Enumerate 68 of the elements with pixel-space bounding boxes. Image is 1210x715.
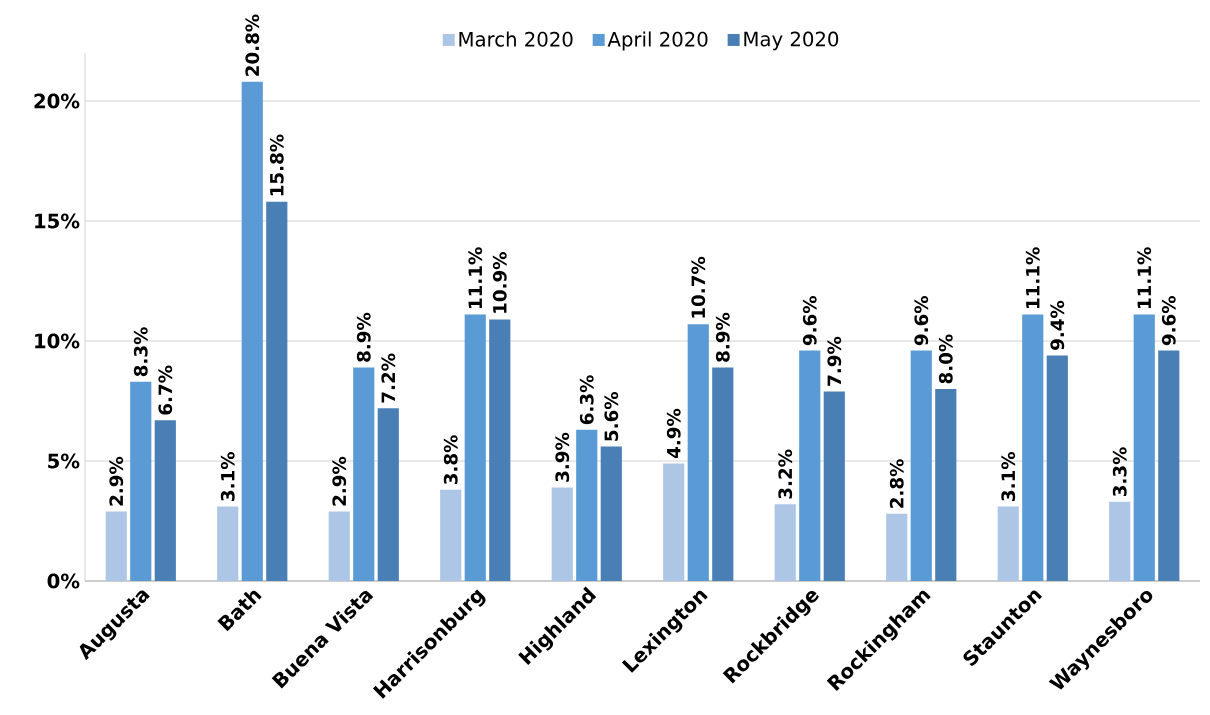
bar — [576, 429, 598, 581]
bar — [799, 350, 821, 581]
data-label: 3.1% — [1001, 451, 1016, 501]
bar — [266, 201, 288, 581]
bar — [328, 511, 350, 581]
bar — [353, 367, 375, 581]
data-label: 8.9% — [356, 312, 371, 362]
data-label: 9.6% — [1161, 295, 1176, 346]
bar — [712, 367, 734, 581]
data-label: 3.3% — [1112, 447, 1127, 497]
bar — [1133, 314, 1155, 581]
y-tick-label: 5% — [48, 453, 80, 469]
bar — [1022, 314, 1044, 581]
legend-label: March 2020 — [459, 31, 573, 47]
data-label: 8.0% — [938, 334, 953, 384]
data-label: 9.6% — [802, 295, 817, 346]
bar — [464, 314, 486, 581]
y-tick-label: 0% — [47, 573, 80, 589]
data-label: 10.7% — [691, 256, 706, 318]
data-label: 4.9% — [666, 408, 681, 459]
bar — [910, 350, 932, 581]
data-label: 2.9% — [332, 456, 347, 506]
data-label: 7.9% — [827, 336, 842, 386]
data-label: 15.8% — [269, 134, 284, 196]
bar — [1046, 355, 1068, 581]
legend-label: April 2020 — [607, 31, 708, 51]
bar — [241, 81, 263, 581]
data-label: 3.1% — [220, 451, 235, 501]
data-label: 3.2% — [778, 449, 793, 499]
bar — [600, 446, 622, 581]
bar — [130, 381, 152, 581]
y-tick-label: 15% — [35, 213, 80, 229]
bar — [997, 506, 1019, 581]
bar — [886, 513, 908, 581]
data-label: 3.9% — [555, 432, 570, 482]
data-label: 6.7% — [158, 365, 173, 415]
data-label: 3.8% — [443, 435, 458, 485]
bar — [1109, 501, 1131, 581]
data-label: 11.1% — [1137, 247, 1152, 309]
data-label: 2.9% — [109, 456, 124, 506]
bar — [687, 324, 709, 581]
data-label: 6.3% — [579, 375, 594, 425]
bar — [935, 388, 957, 581]
bar — [377, 408, 399, 581]
bar — [823, 391, 845, 581]
data-label: 10.9% — [492, 252, 507, 313]
y-tick-label: 20% — [34, 93, 80, 109]
bar — [440, 489, 462, 581]
bar — [217, 506, 239, 581]
data-label: 20.8% — [245, 14, 260, 76]
data-label: 8.3% — [133, 327, 148, 377]
legend-label: May 2020 — [744, 31, 839, 51]
bar — [774, 504, 796, 581]
bar — [1158, 350, 1180, 581]
data-label: 7.2% — [381, 353, 396, 403]
data-label: 2.8% — [889, 459, 904, 508]
bar — [663, 463, 685, 581]
bar — [489, 319, 511, 581]
data-label: 8.9% — [715, 312, 730, 362]
y-tick-label: 10% — [35, 333, 80, 349]
data-label: 9.6% — [914, 295, 929, 346]
data-label: 11.1% — [1025, 247, 1040, 309]
data-label: 5.6% — [604, 391, 619, 441]
bar — [154, 420, 176, 581]
bar — [551, 487, 573, 581]
data-label: 11.1% — [468, 247, 483, 309]
bar — [105, 511, 127, 581]
data-label: 9.4% — [1050, 300, 1065, 350]
